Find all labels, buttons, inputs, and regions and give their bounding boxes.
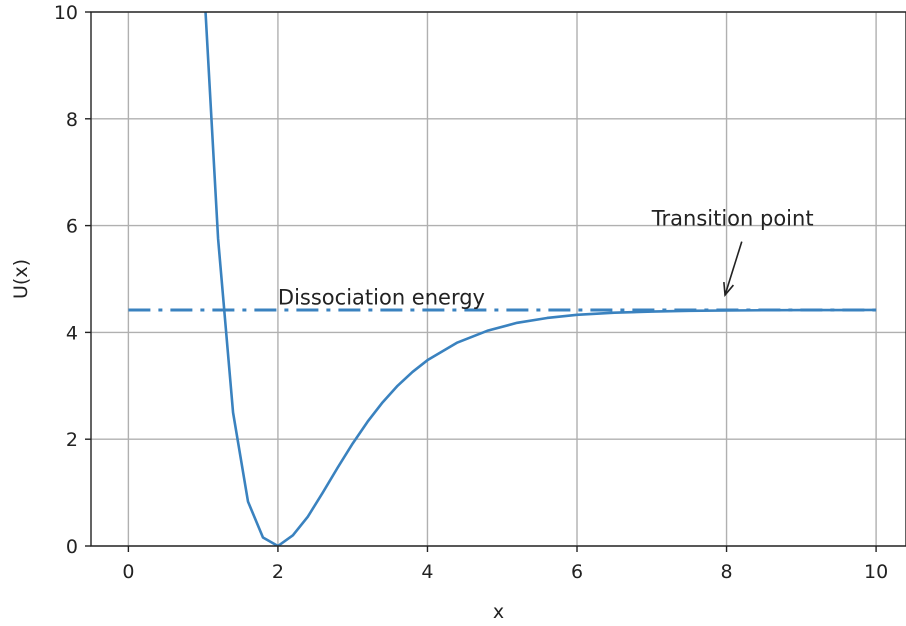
y-axis-label: U(x) xyxy=(10,259,32,299)
potential-curve-line xyxy=(204,12,877,546)
x-tick-label: 0 xyxy=(122,561,134,583)
axis-ticks: 0 2 4 6 8 10 0 2 4 6 8 10 xyxy=(54,2,888,583)
grid-lines xyxy=(91,11,906,547)
annotation-arrow-shaft xyxy=(724,241,743,296)
y-tick-label: 6 xyxy=(66,216,78,238)
y-tick-label: 10 xyxy=(54,2,78,24)
annotations: Dissociation energy Transition point xyxy=(278,207,814,310)
y-tick-label: 8 xyxy=(66,109,78,131)
plot-area xyxy=(128,12,877,546)
x-tick-label: 4 xyxy=(421,561,433,583)
x-tick-label: 8 xyxy=(721,561,733,583)
annotation-label: Dissociation energy xyxy=(278,286,485,310)
annotation-label: Transition point xyxy=(651,207,814,231)
x-tick-label: 10 xyxy=(864,561,888,583)
x-axis-label: x xyxy=(493,601,504,623)
x-tick-label: 6 xyxy=(571,561,583,583)
annotation-arrow-head xyxy=(723,282,735,298)
axes-frame xyxy=(90,11,906,547)
y-tick-label: 2 xyxy=(66,429,78,451)
y-tick-label: 0 xyxy=(66,536,78,558)
y-tick-label: 4 xyxy=(66,322,78,344)
x-tick-label: 2 xyxy=(272,561,284,583)
